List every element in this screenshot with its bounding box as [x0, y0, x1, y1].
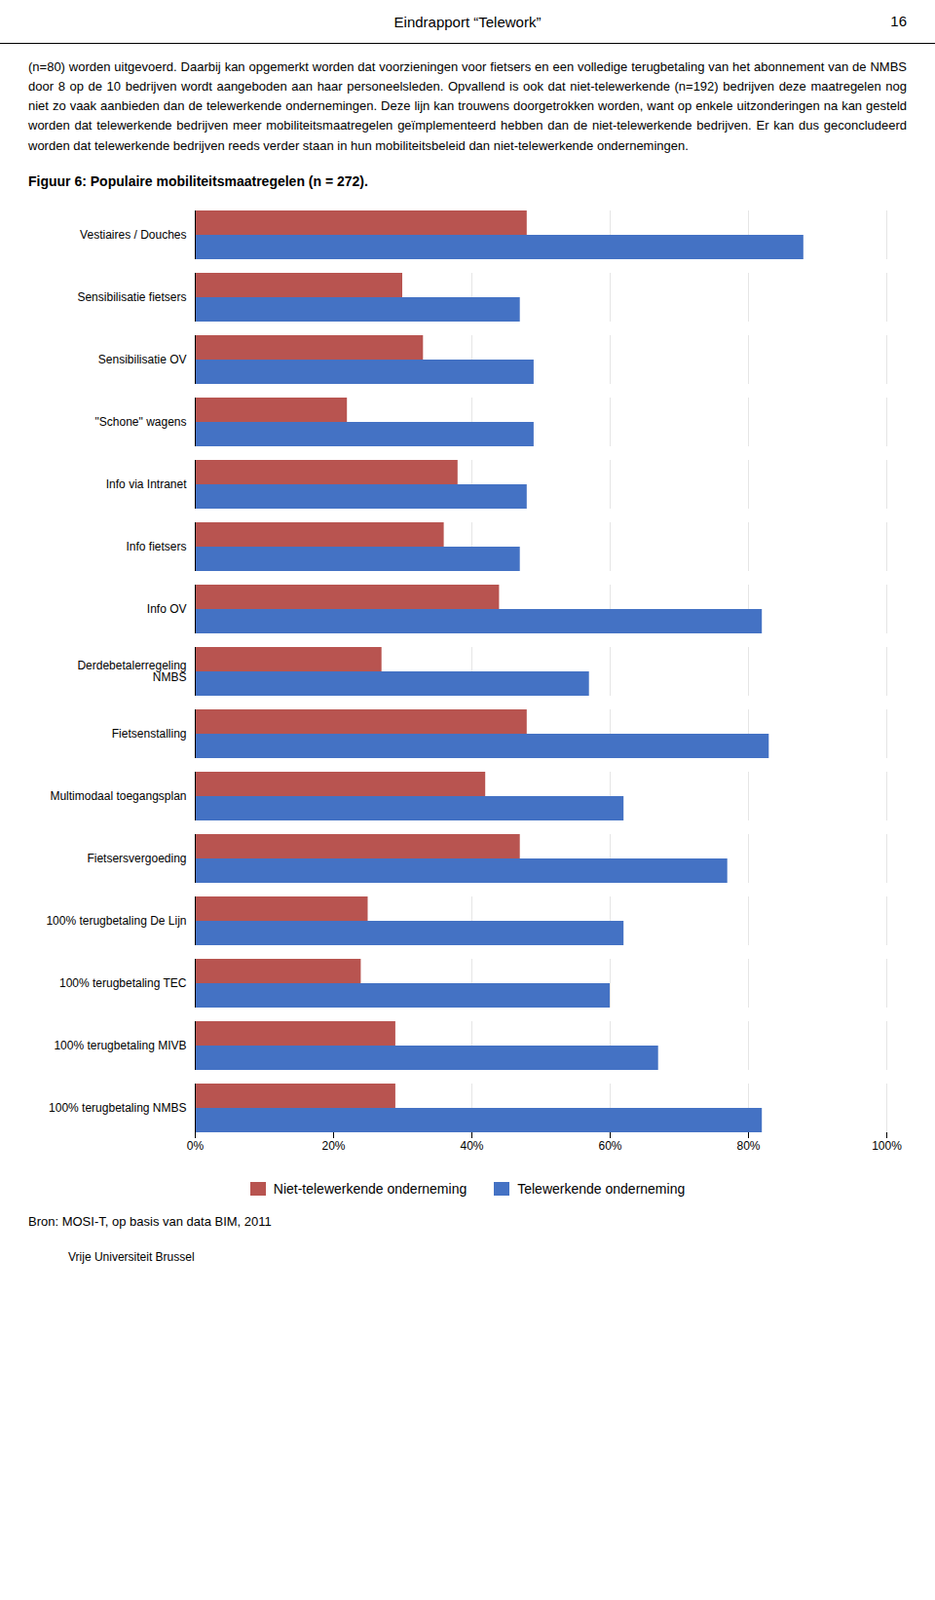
- html-text:16: 16: [890, 12, 907, 30]
- svg-text:Info OV: Info OV: [147, 601, 187, 616]
- html-text:Figuur 6: Populaire mobiliteit: Figuur 6: Populaire mobiliteitsmaatregel…: [28, 173, 369, 189]
- svg-text:100%: 100%: [871, 1138, 902, 1153]
- svg-text:"Schone" wagens: "Schone" wagens: [95, 414, 187, 429]
- svg-text:40%: 40%: [459, 1138, 484, 1153]
- svg-text:100% terugbetaling TEC: 100% terugbetaling TEC: [59, 975, 187, 990]
- svg-text:Info via Intranet: Info via Intranet: [106, 477, 187, 491]
- svg-text:80%: 80%: [736, 1138, 760, 1153]
- html-text:Bron: MOSI-T, op basis van dat: Bron: MOSI-T, op basis van data BIM, 201…: [28, 1213, 272, 1228]
- svg-text:Sensibilisatie OV: Sensibilisatie OV: [98, 352, 187, 367]
- svg-text:Sensibilisatie fietsers: Sensibilisatie fietsers: [76, 290, 187, 304]
- html-text:Vrije Universiteit Brussel: Vrije Universiteit Brussel: [68, 1249, 195, 1263]
- svg-text:100% terugbetaling NMBS: 100% terugbetaling NMBS: [48, 1100, 187, 1115]
- svg-text:Fietsersvergoeding: Fietsersvergoeding: [86, 851, 187, 865]
- svg-text:20%: 20%: [321, 1138, 345, 1153]
- html-text:Niet-telewerkende onderneming: Niet-telewerkende onderneming: [273, 1180, 467, 1196]
- html-text:(n=80) worden uitgevoerd. Daar: (n=80) worden uitgevoerd. Daarbij kan op…: [28, 59, 907, 153]
- svg-text:Vestiaires / Douches: Vestiaires / Douches: [79, 227, 187, 242]
- svg-text:Multimodaal toegangsplan: Multimodaal toegangsplan: [49, 788, 187, 803]
- svg-text:100% terugbetaling MIVB: 100% terugbetaling MIVB: [53, 1038, 187, 1052]
- svg-text:Info fietsers: Info fietsers: [125, 539, 187, 554]
- svg-text:DerdebetalerregelingNMBS: DerdebetalerregelingNMBS: [76, 658, 187, 684]
- svg-text:Fietsenstalling: Fietsenstalling: [112, 726, 187, 741]
- html-text:Eindrapport “Telework”: Eindrapport “Telework”: [393, 13, 542, 30]
- svg-text:100% terugbetaling De Lijn: 100% terugbetaling De Lijn: [45, 913, 187, 928]
- svg-text:0%: 0%: [187, 1138, 205, 1153]
- svg-text:60%: 60%: [598, 1138, 622, 1153]
- html-text:Telewerkende onderneming: Telewerkende onderneming: [517, 1180, 685, 1196]
